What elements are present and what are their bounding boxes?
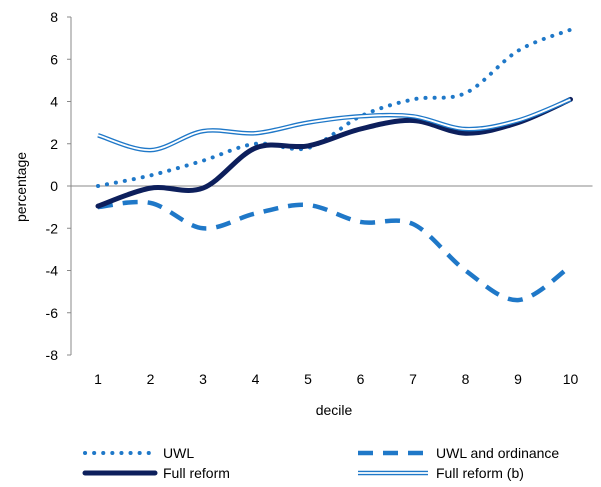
- x-tick-label: 6: [357, 371, 365, 387]
- y-tick-label: 8: [50, 9, 58, 25]
- x-tick-label: 8: [462, 371, 470, 387]
- x-tick-label: 3: [199, 371, 207, 387]
- legend: UWL UWL and ordinance Full reform Full refo…: [82, 445, 559, 481]
- y-tick-label: -8: [46, 347, 59, 363]
- x-tick-label: 10: [563, 371, 579, 387]
- y-tick-label: 0: [50, 178, 58, 194]
- legend-label: UWL and ordinance: [436, 445, 559, 461]
- legend-item-uwl: UWL: [83, 445, 194, 461]
- series-uwl-and-ordinance: [97, 199, 572, 303]
- x-tick-label: 7: [409, 371, 417, 387]
- series-uwl: [96, 27, 573, 188]
- series-group: [95, 27, 573, 303]
- x-tick-label: 2: [147, 371, 155, 387]
- legend-label: UWL: [163, 445, 194, 461]
- series-full-reform: [95, 96, 573, 209]
- y-tick-label: -4: [46, 263, 59, 279]
- y-tick-label: 2: [50, 136, 58, 152]
- series-line-uwl-and-ordinance: [97, 199, 572, 303]
- legend-item-full-reform: Full reform: [82, 465, 230, 481]
- x-tick-label: 9: [514, 371, 522, 387]
- x-tick-label: 5: [304, 371, 312, 387]
- y-tick-label: -2: [46, 220, 59, 236]
- legend-label: Full reform (b): [436, 465, 524, 481]
- series-line-full-reform: [95, 96, 573, 209]
- y-tick-label: 6: [50, 51, 58, 67]
- series-line-uwl: [96, 27, 573, 188]
- legend-label: Full reform: [163, 465, 230, 481]
- x-tick-label: 4: [252, 371, 260, 387]
- y-tick-label: 4: [50, 94, 58, 110]
- axes: -8 -6 -4 -2 0 2 4 6 8 1 2 3 4 5 6 7 8 9 10: [46, 9, 593, 387]
- legend-item-full-reform-b: Full reform (b): [358, 465, 524, 481]
- series-line-full-reform-b: [97, 98, 571, 152]
- series-full-reform-b: [97, 97, 572, 153]
- x-axis-label: decile: [316, 402, 353, 418]
- x-tick-label: 1: [94, 371, 102, 387]
- y-tick-label: -6: [46, 305, 59, 321]
- legend-item-uwl-and-ordinance: UWL and ordinance: [358, 445, 559, 461]
- y-axis-label: percentage: [13, 152, 29, 222]
